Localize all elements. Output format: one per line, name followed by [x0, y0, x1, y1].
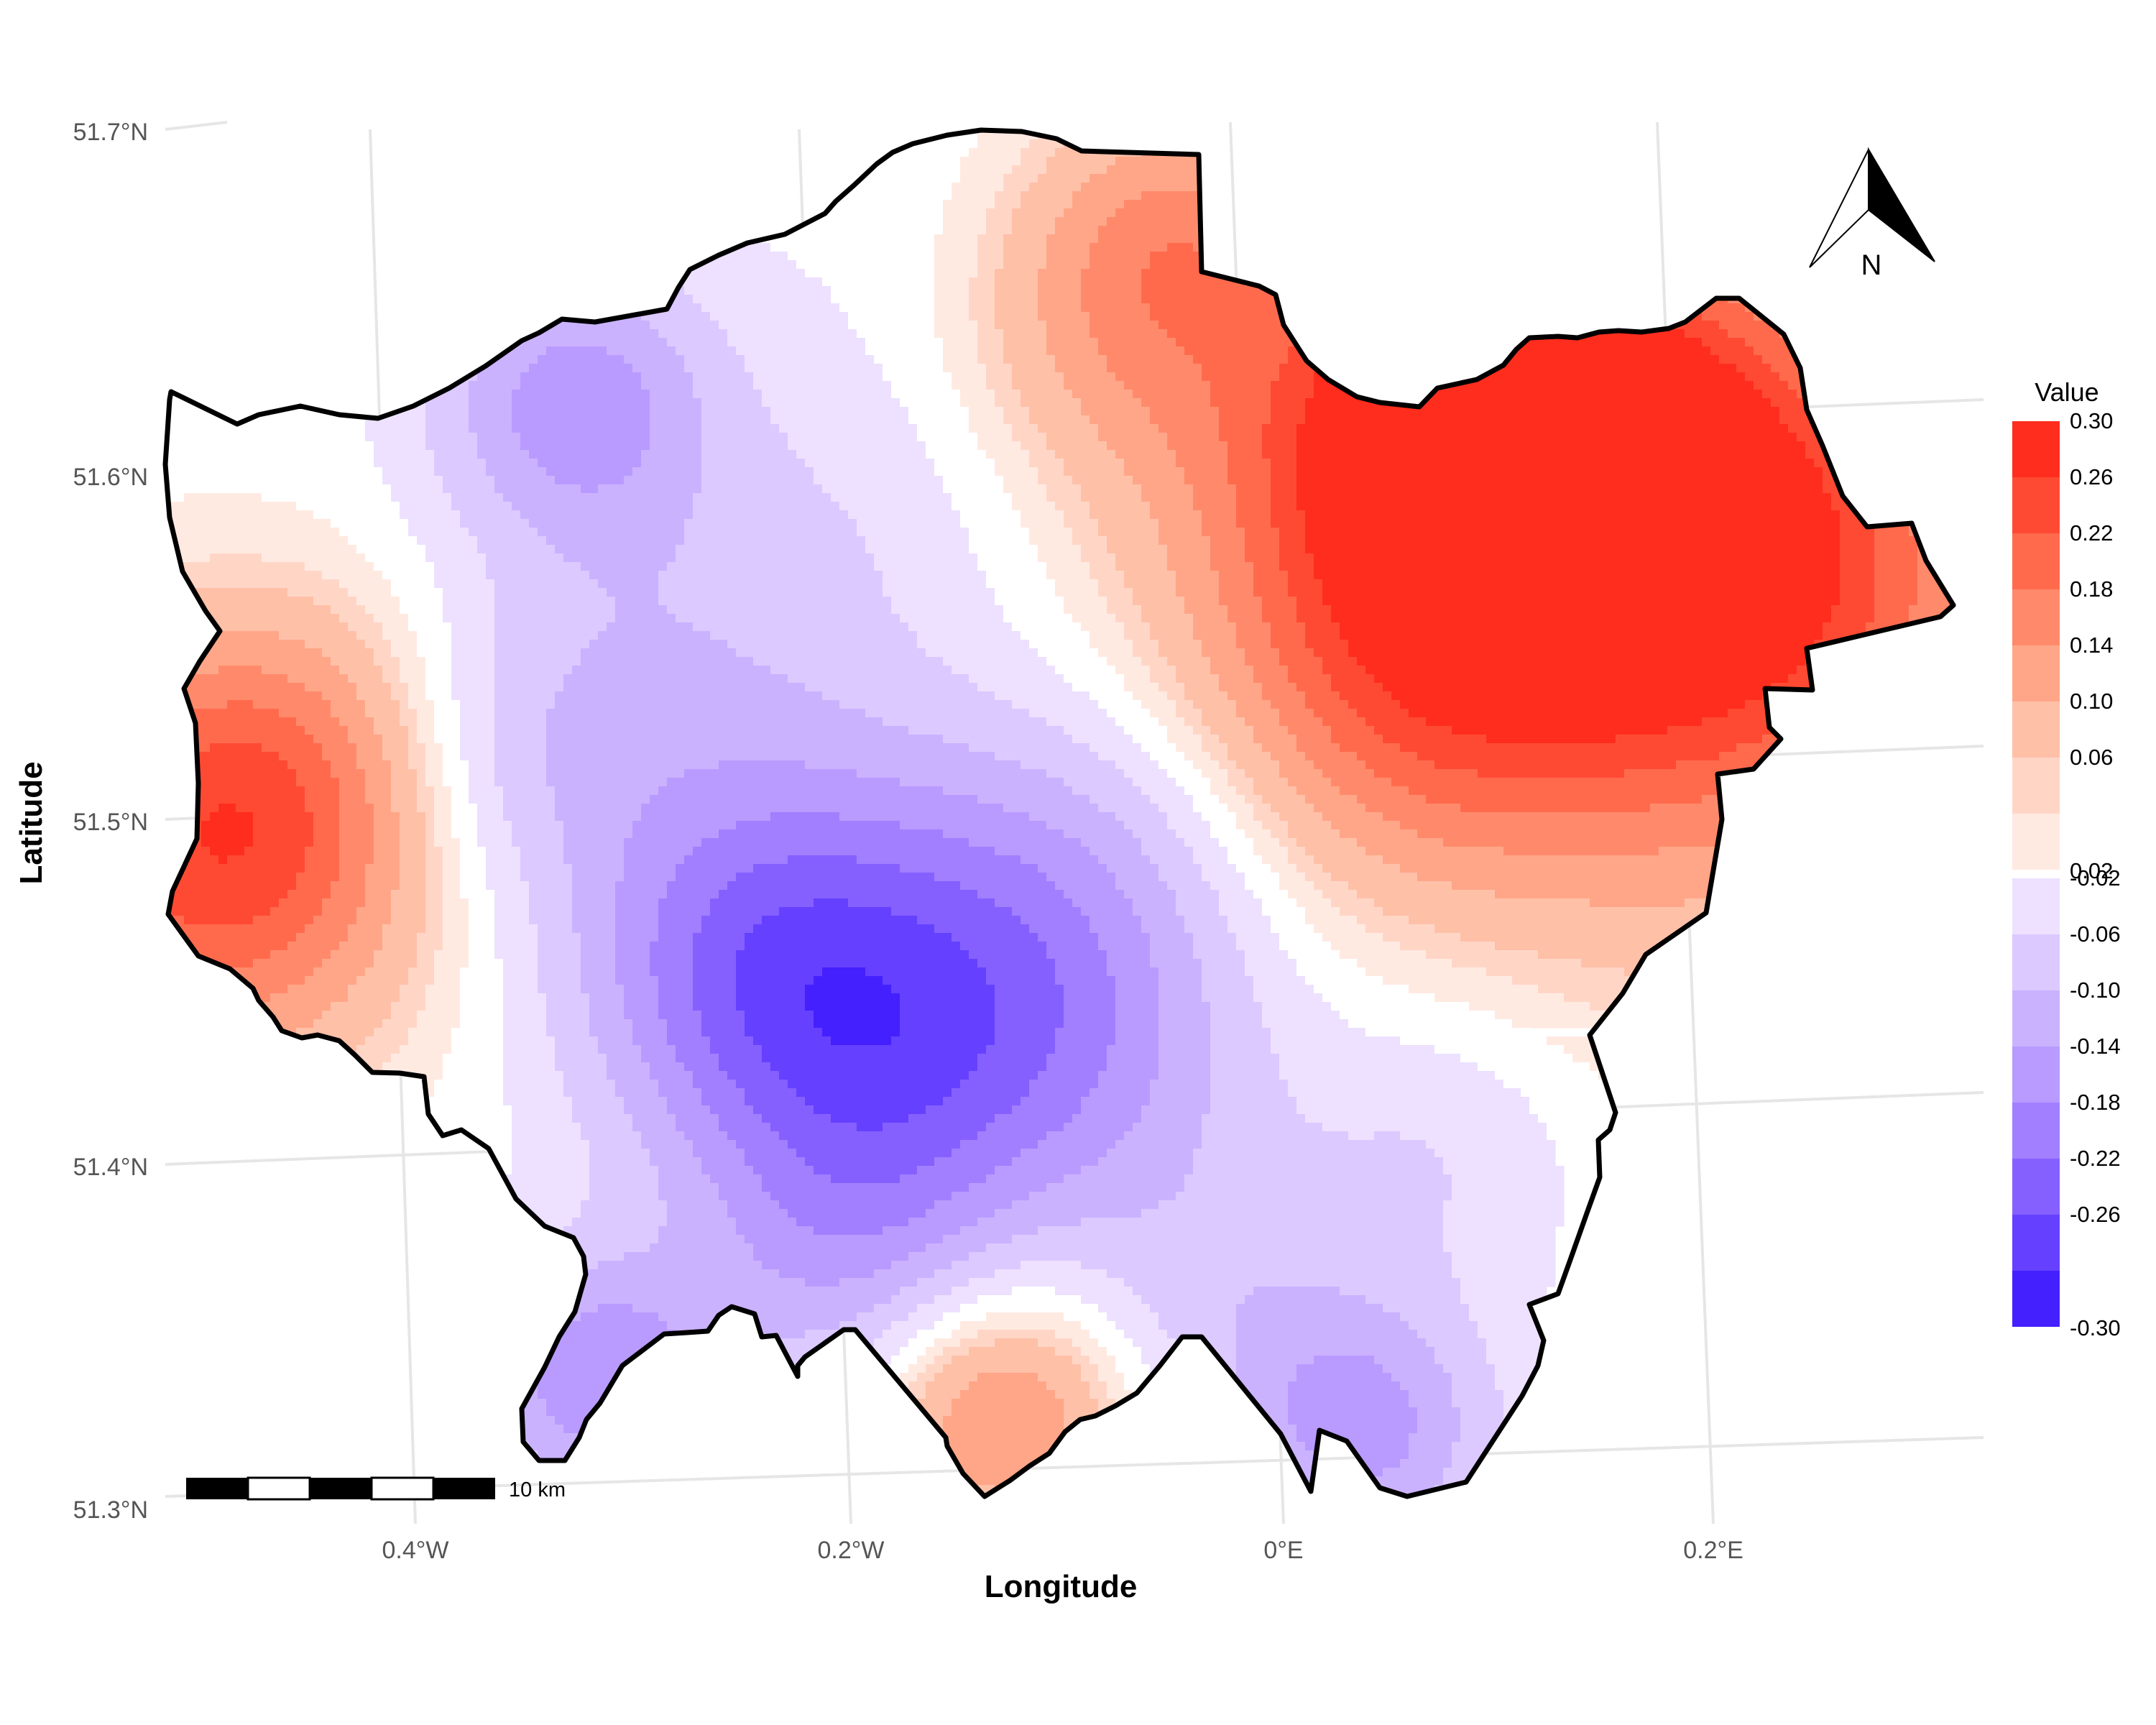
x-axis-title: Longitude: [985, 1569, 1138, 1604]
y-tick-label: 51.5°N: [73, 809, 148, 836]
scale-bar-segment: [186, 1478, 248, 1499]
legend-label: -0.30: [2070, 1315, 2121, 1340]
scale-bar: 10 km: [186, 1476, 566, 1501]
legend-label: 0.30: [2070, 408, 2113, 433]
scale-bar-segment: [433, 1478, 495, 1499]
legend-label: 0.10: [2070, 689, 2113, 714]
value-surface: [165, 130, 1953, 1496]
x-axis-ticks: 0.4°W 0.2°W 0°E 0.2°E: [382, 1537, 1743, 1564]
legend-label: -0.18: [2070, 1090, 2121, 1115]
legend-key: [2012, 702, 2060, 758]
legend: Value 0.30 0.26 0.22 0.18 0.14 0.10 0.06 0.02 -…: [2012, 377, 2121, 1340]
north-arrow-right-half: [1868, 147, 1935, 262]
legend-key: [2012, 1159, 2060, 1215]
legend-key: [2012, 814, 2060, 870]
legend-key: [2012, 934, 2060, 990]
legend-label: -0.02: [2070, 865, 2121, 891]
legend-key: [2012, 758, 2060, 814]
legend-key: [2012, 477, 2060, 533]
legend-label: -0.26: [2070, 1202, 2121, 1227]
scale-bar-segment: [370, 1476, 435, 1501]
legend-label: -0.06: [2070, 921, 2121, 947]
legend-key: [2012, 421, 2060, 477]
legend-key: [2012, 645, 2060, 702]
legend-key: [2012, 589, 2060, 645]
y-axis-title: Latitude: [14, 761, 49, 884]
x-tick-label: 0.4°W: [382, 1537, 449, 1564]
legend-label: 0.14: [2070, 632, 2113, 658]
x-tick-label: 0.2°W: [818, 1537, 885, 1564]
north-arrow-label: N: [1861, 249, 1882, 281]
x-tick-label: 0°E: [1263, 1537, 1303, 1564]
y-tick-label: 51.7°N: [73, 119, 148, 146]
legend-key: [2012, 878, 2060, 934]
scale-bar-segment: [247, 1476, 311, 1501]
legend-label: -0.22: [2070, 1146, 2121, 1171]
y-axis-ticks: 51.7°N 51.6°N 51.5°N 51.4°N 51.3°N: [73, 119, 148, 1524]
legend-key: [2012, 1103, 2060, 1159]
legend-label: 0.06: [2070, 745, 2113, 770]
legend-label: -0.14: [2070, 1034, 2121, 1059]
legend-negative-keys: -0.02 -0.06 -0.10 -0.14 -0.18 -0.22 -0.26 -0.30: [2012, 865, 2121, 1340]
london-boundary: [162, 127, 1956, 1499]
legend-key: [2012, 990, 2060, 1046]
legend-key: [2012, 533, 2060, 589]
x-tick-label: 0.2°E: [1683, 1537, 1743, 1564]
legend-label: 0.02: [2070, 858, 2113, 883]
legend-key: [2012, 1215, 2060, 1271]
north-arrow-left-half: [1809, 149, 1869, 268]
graticule-line: [165, 121, 228, 131]
legend-label: 0.18: [2070, 576, 2113, 602]
north-arrow: N: [1809, 147, 1935, 281]
legend-key: [2012, 1271, 2060, 1327]
scale-bar-segment: [310, 1478, 372, 1499]
y-tick-label: 51.4°N: [73, 1154, 148, 1181]
y-tick-label: 51.6°N: [73, 464, 148, 491]
legend-label: -0.10: [2070, 978, 2121, 1003]
legend-label: 0.22: [2070, 520, 2113, 546]
scale-bar-label: 10 km: [509, 1478, 566, 1501]
y-tick-label: 51.3°N: [73, 1496, 148, 1524]
legend-label: 0.26: [2070, 464, 2113, 489]
legend-key: [2012, 1046, 2060, 1103]
legend-title: Value: [2035, 377, 2099, 407]
legend-positive-keys: 0.30 0.26 0.22 0.18 0.14 0.10 0.06 0.02: [2012, 408, 2113, 883]
